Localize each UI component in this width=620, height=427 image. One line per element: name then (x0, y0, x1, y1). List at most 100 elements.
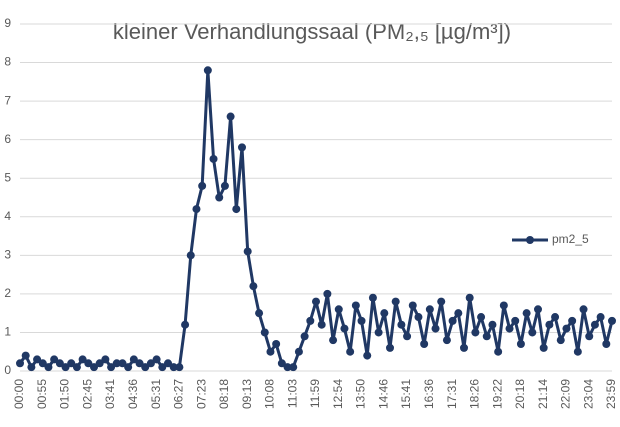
point (198, 181, 207, 190)
point (522, 309, 531, 318)
x-tick-label: 23:59 (604, 379, 618, 409)
point (329, 336, 338, 345)
series-line (18, 68, 614, 369)
point (380, 309, 389, 318)
point (312, 297, 320, 306)
point (232, 205, 241, 214)
x-tick-label: 19:22 (490, 379, 504, 409)
point (300, 332, 309, 341)
point (220, 181, 229, 190)
point (146, 359, 155, 368)
point (16, 359, 24, 368)
point (357, 316, 366, 325)
point (67, 359, 76, 368)
x-tick-label: 11:03 (285, 379, 299, 408)
chart-title: kleiner Verhandlungssaal (PM₂,₅ [µg/m³]) (113, 19, 511, 44)
point (55, 359, 64, 368)
x-tick-label: 21:14 (536, 379, 550, 409)
point (477, 313, 486, 322)
point (50, 355, 59, 364)
x-tick-label: 08:18 (217, 379, 231, 409)
point (215, 193, 224, 202)
point (397, 320, 406, 329)
point (608, 316, 616, 325)
x-tick-label: 09:13 (240, 379, 254, 409)
x-tick-label: 04:36 (126, 379, 140, 409)
point (135, 359, 144, 368)
point (488, 320, 497, 329)
point (431, 324, 440, 333)
x-tick-label: 00:55 (35, 379, 49, 409)
point (368, 293, 377, 302)
x-tick-label: 01:50 (58, 379, 72, 409)
point (499, 301, 508, 310)
point (158, 363, 167, 372)
point (408, 301, 417, 310)
point (112, 359, 121, 368)
y-tick-label: 0 (4, 363, 11, 377)
point (534, 305, 542, 314)
point (72, 363, 81, 372)
point (141, 363, 150, 372)
point (585, 332, 594, 341)
point (579, 305, 588, 314)
point (573, 347, 582, 356)
point (294, 347, 303, 356)
point (272, 340, 281, 349)
point (169, 363, 178, 372)
point (596, 313, 605, 322)
point (44, 363, 53, 372)
point (84, 359, 93, 368)
point (420, 340, 429, 349)
y-tick-label: 7 (4, 93, 11, 107)
point (238, 143, 246, 152)
y-tick-label: 9 (4, 16, 11, 30)
point (528, 328, 537, 337)
point (545, 320, 554, 329)
x-tick-label: 22:09 (559, 379, 573, 409)
point (482, 332, 491, 341)
point (363, 351, 372, 360)
point (260, 328, 269, 337)
point (118, 359, 127, 368)
point (562, 324, 571, 333)
point (243, 247, 252, 256)
point (386, 343, 394, 352)
x-tick-label: 06:27 (172, 379, 186, 409)
y-tick-label: 5 (4, 170, 11, 184)
x-tick-label: 17:31 (445, 379, 459, 409)
point (129, 355, 138, 364)
point (511, 316, 520, 325)
point (226, 112, 235, 121)
point (27, 363, 36, 372)
point (454, 309, 463, 318)
legend-label: pm2_5 (552, 232, 589, 246)
point (283, 363, 292, 372)
point (306, 316, 315, 325)
point (249, 282, 258, 291)
x-tick-label: 13:50 (354, 379, 368, 409)
point (78, 355, 87, 364)
point (124, 363, 133, 372)
point (203, 66, 212, 75)
point (448, 316, 457, 325)
legend-marker (526, 236, 534, 244)
point (181, 320, 190, 329)
point (340, 324, 349, 333)
x-tick-label: 16:36 (422, 379, 436, 409)
x-tick-label: 00:00 (12, 379, 26, 409)
y-tick-label: 3 (4, 248, 11, 262)
point (317, 320, 326, 329)
point (175, 363, 184, 372)
point (414, 313, 423, 322)
point (551, 313, 560, 322)
point (425, 305, 434, 314)
x-tick-label: 05:31 (149, 379, 163, 409)
point (437, 297, 446, 306)
point (323, 289, 332, 298)
point (101, 355, 110, 364)
point (602, 340, 611, 349)
point (346, 347, 355, 356)
legend-item: pm2_5 (512, 232, 589, 246)
